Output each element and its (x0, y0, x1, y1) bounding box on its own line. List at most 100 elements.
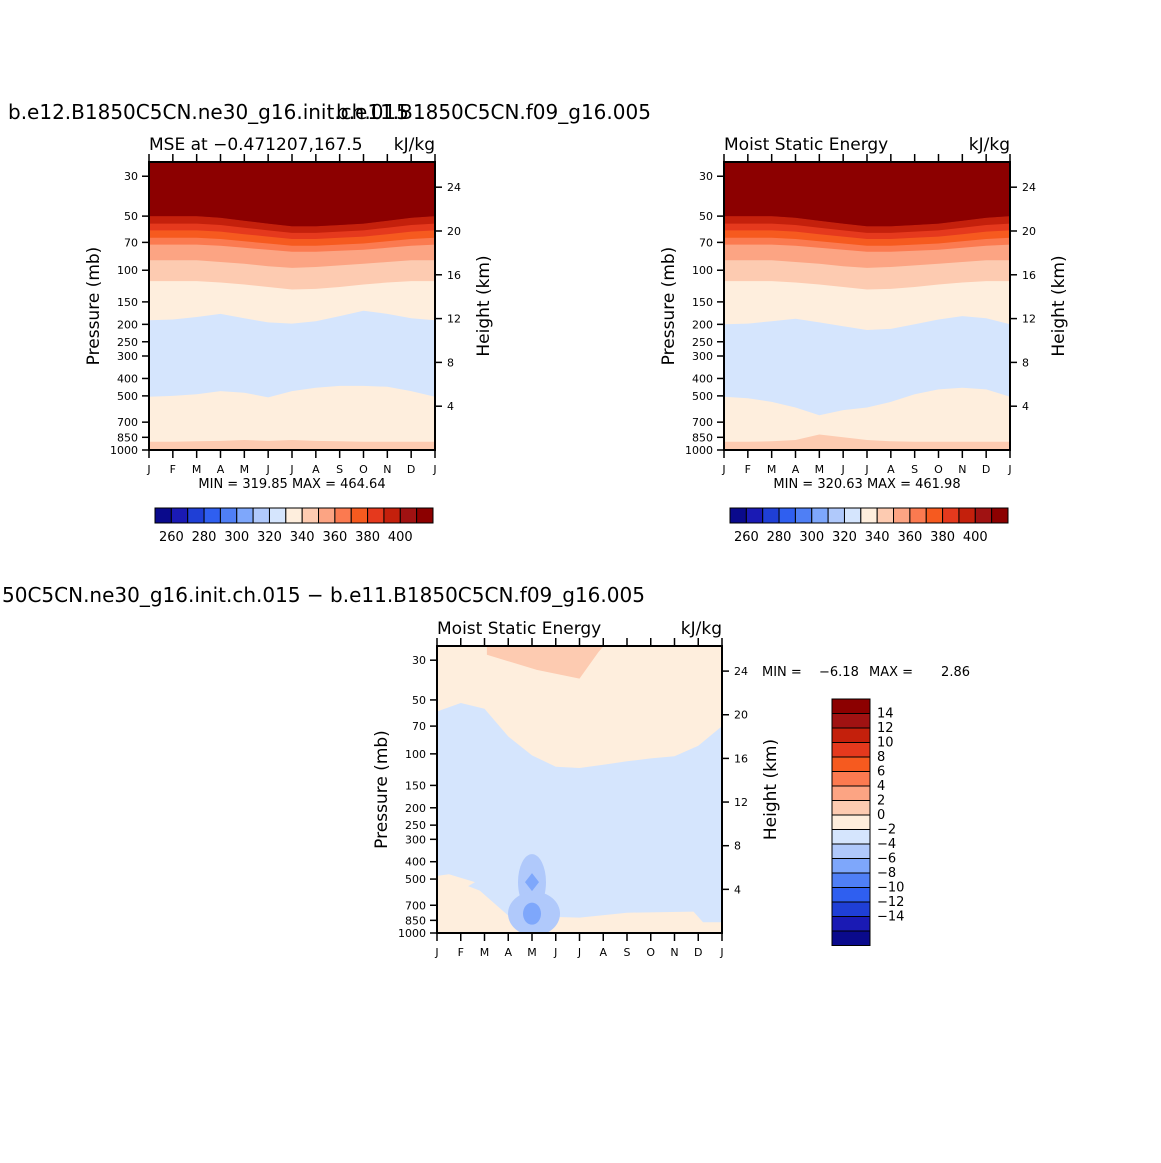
colorbar-swatch (909, 507, 927, 524)
colorbar-swatch (268, 507, 287, 524)
x-tick-label: O (646, 946, 655, 959)
y-tick-label: 500 (692, 390, 713, 403)
chart-units: kJ/kg (681, 619, 722, 639)
colorbar-label: 380 (930, 530, 955, 545)
colorbar-label: 260 (159, 530, 184, 545)
y-tick-label: 250 (692, 336, 713, 349)
colorbar-label: 320 (832, 530, 857, 545)
colorbar-swatch (831, 930, 871, 946)
colorbar-label: 320 (257, 530, 282, 545)
y-right-tick-label: 12 (447, 313, 461, 326)
y-right-tick-label: 12 (1022, 313, 1036, 326)
x-tick-label: M (815, 463, 825, 476)
x-tick-label: S (624, 946, 631, 959)
y-tick-label: 200 (117, 318, 138, 331)
chart-title: MSE at −0.471207,167.5 (149, 135, 363, 155)
colorbar-label: 300 (799, 530, 824, 545)
x-tick-label: J (577, 946, 581, 959)
x-tick-label: J (434, 946, 438, 959)
y-tick-label: 250 (405, 819, 426, 832)
colorbar-label: 8 (877, 750, 885, 765)
x-tick-label: S (911, 463, 918, 476)
x-tick-label: D (407, 463, 415, 476)
colorbar-swatch (827, 507, 845, 524)
contour-fills (724, 162, 1010, 450)
y-axis-label: Pressure (mb) (659, 247, 679, 366)
x-tick-label: J (266, 463, 270, 476)
colorbar-swatch (831, 785, 871, 801)
y-tick-label: 850 (405, 914, 426, 927)
y-right-tick-label: 4 (447, 400, 454, 413)
y-right-tick-label: 4 (734, 883, 741, 896)
colorbar-swatch (170, 507, 189, 524)
x-tick-label: M (480, 946, 490, 959)
colorbar-swatch (831, 887, 871, 903)
x-tick-label: J (721, 463, 725, 476)
y-tick-label: 850 (692, 431, 713, 444)
colorbar-swatch (154, 507, 172, 524)
y-axis-label: Pressure (mb) (372, 730, 392, 849)
colorbar-swatch (762, 507, 780, 524)
colorbar-swatch (219, 507, 238, 524)
y-right-tick-label: 24 (447, 181, 461, 194)
y-tick-label: 400 (692, 372, 713, 385)
colorbar-swatch (318, 507, 336, 524)
colorbar-swatch (831, 872, 871, 888)
colorbar-swatch (831, 858, 871, 874)
y-right-tick-label: 16 (447, 269, 461, 282)
colorbar-swatch (811, 507, 829, 524)
min-label: MIN = (762, 665, 802, 680)
chart-title: Moist Static Energy (724, 135, 888, 155)
y-axis-label: Pressure (mb) (84, 247, 104, 366)
chart-title: Moist Static Energy (437, 619, 601, 639)
colorbar-label: 360 (897, 530, 922, 545)
colorbar-label: 0 (877, 808, 885, 823)
colorbar-label: −12 (877, 895, 904, 910)
band-neg6-neg4-lower (523, 902, 541, 925)
colorbar-swatch (831, 829, 871, 845)
x-tick-label: A (792, 463, 800, 476)
colorbar-label: 300 (224, 530, 249, 545)
x-tick-label: N (383, 463, 391, 476)
max-label: MAX = (869, 665, 913, 680)
colorbar-swatch (831, 742, 871, 758)
colorbar-swatch (974, 507, 993, 524)
colorbar-swatch (831, 843, 871, 859)
mse-panel-1: J F M A M J J A S O N D J305070100150200250300400500… (659, 135, 1069, 545)
x-tick-label: A (599, 946, 607, 959)
x-tick-label: F (458, 946, 464, 959)
x-tick-label: M (527, 946, 537, 959)
y-tick-label: 500 (405, 873, 426, 886)
colorbar-label: 14 (877, 707, 894, 722)
colorbar-label: 340 (865, 530, 890, 545)
colorbar-swatch (843, 507, 862, 524)
colorbar-swatch (831, 916, 871, 932)
min-max-label: MIN = 320.63 MAX = 461.98 (773, 477, 960, 492)
colorbar-swatch (285, 507, 303, 524)
y-tick-label: 1000 (398, 927, 426, 940)
x-tick-label: S (336, 463, 343, 476)
y-right-tick-label: 4 (1022, 400, 1029, 413)
colorbar-label: 280 (767, 530, 792, 545)
y-tick-label: 1000 (685, 444, 713, 457)
y-tick-label: 30 (124, 170, 138, 183)
colorbar-label: 2 (877, 794, 885, 809)
colorbar-label: −6 (877, 852, 896, 867)
y-tick-label: 200 (692, 318, 713, 331)
colorbar-swatch (350, 507, 369, 524)
colorbar-swatch (252, 507, 270, 524)
colorbar-swatch (831, 771, 871, 787)
colorbar-label: −10 (877, 881, 904, 896)
colorbar-label: 280 (192, 530, 217, 545)
x-tick-label: D (982, 463, 990, 476)
band-400-plus (724, 162, 1010, 227)
y-tick-label: 400 (405, 856, 426, 869)
x-tick-label: J (146, 463, 150, 476)
colorbar-swatch (745, 507, 764, 524)
y-tick-label: 700 (405, 899, 426, 912)
colorbar-swatch (831, 814, 871, 830)
colorbar-swatch (416, 507, 434, 524)
colorbar-swatch (831, 756, 871, 772)
y-tick-label: 150 (117, 296, 138, 309)
colorbar-swatch (301, 507, 320, 524)
